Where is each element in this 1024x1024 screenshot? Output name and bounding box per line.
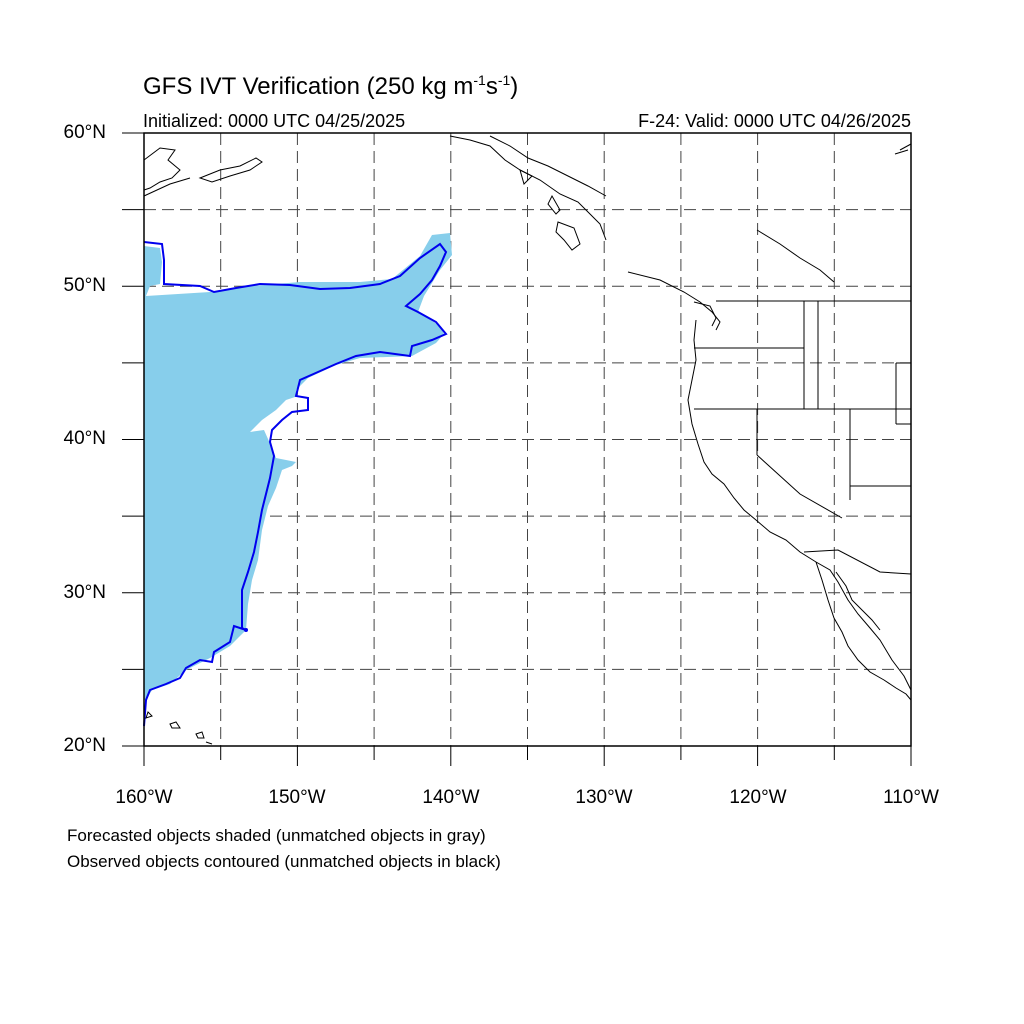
lon-label-150w: 150°W [268, 787, 326, 808]
axis-ticks [122, 132, 912, 766]
init-time-label: Initialized: 0000 UTC 04/25/2025 [143, 111, 406, 131]
lat-label-60: 60°N [63, 122, 106, 143]
legend-forecast-note: Forecasted objects shaded (unmatched obj… [67, 826, 486, 845]
lat-label-50: 50°N [63, 275, 106, 296]
lon-label-160w: 160°W [115, 787, 173, 808]
coastlines-and-borders [143, 135, 912, 745]
valid-time-label: F-24: Valid: 0000 UTC 04/26/2025 [638, 111, 911, 131]
lon-label-140w: 140°W [422, 787, 480, 808]
graticule-grid [144, 133, 911, 746]
map-title: GFS IVT Verification (250 kg m-1s-1) [143, 72, 519, 100]
lat-label-40: 40°N [63, 428, 106, 449]
lat-label-30: 30°N [63, 582, 106, 603]
lon-label-130w: 130°W [575, 787, 633, 808]
forecast-object-shading [144, 233, 452, 700]
legend-observed-note: Observed objects contoured (unmatched ob… [67, 852, 501, 871]
lon-label-120w: 120°W [729, 787, 787, 808]
lat-label-20: 20°N [63, 735, 106, 756]
lon-label-110w: 110°W [883, 787, 939, 808]
observed-object-contour [143, 241, 448, 727]
